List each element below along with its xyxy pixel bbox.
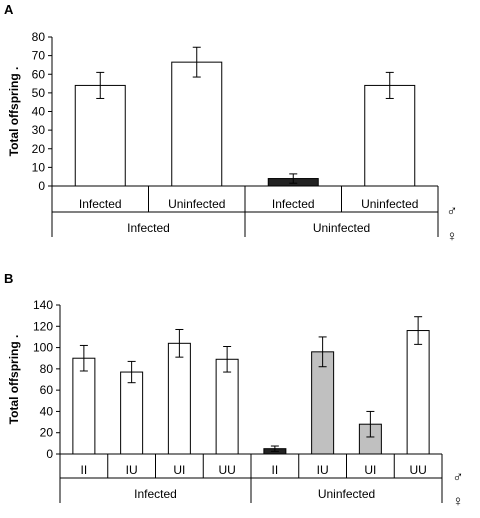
panel-b-category-label: IU: [126, 463, 138, 477]
panel-b-bar: [167, 342, 191, 455]
panel-b-female-symbol: ♀: [452, 493, 463, 510]
panel-b-y-tick-label: 100: [33, 341, 53, 355]
panel-a-bar: [171, 61, 223, 187]
panel-a-label: A: [4, 2, 14, 17]
panel-b-group-label: Uninfected: [318, 487, 375, 501]
panel-a-y-tick-label: 10: [32, 160, 46, 174]
panel-b-bar: [72, 357, 96, 455]
panel-b-group-label: Infected: [134, 487, 177, 501]
panel-b-bar: [120, 371, 144, 455]
panel-a-y-tick-label: 30: [32, 123, 46, 137]
panel-b-y-tick-label: 0: [46, 447, 53, 461]
panel-a-y-axis-label: Total offspring .: [7, 67, 21, 157]
panel-a-category-label: Uninfected: [361, 197, 418, 211]
panel-a-group-label: Infected: [127, 221, 170, 235]
panel-b-y-axis-label: Total offspring .: [7, 335, 21, 425]
panel-b-bar: [406, 330, 430, 455]
panel-b-y-tick-label: 60: [40, 383, 54, 397]
panel-b-category-label: UI: [364, 463, 376, 477]
panel-a-y-tick-label: 70: [32, 49, 46, 63]
panel-b-category-label: II: [272, 463, 279, 477]
panel-b-y-tick-label: 40: [40, 404, 54, 418]
panel-a-y-tick-label: 0: [38, 179, 45, 193]
panel-b-category-label: IU: [317, 463, 329, 477]
panel-a-category-label: Infected: [272, 197, 315, 211]
panel-a-bar: [364, 84, 416, 187]
panel-b-category-label: UU: [409, 463, 426, 477]
panel-a-female-symbol: ♀: [446, 228, 457, 245]
panel-a-male-symbol: ♂: [446, 203, 457, 220]
panel-a-y-tick-label: 40: [32, 105, 46, 119]
panel-a-y-tick-label: 60: [32, 67, 46, 81]
panel-a-category-label: Infected: [79, 197, 122, 211]
panel-a-y-tick-label: 80: [32, 30, 46, 44]
panel-a-group-label: Uninfected: [313, 221, 370, 235]
panel-b-category-label: UU: [218, 463, 235, 477]
panel-a-y-tick-label: 20: [32, 142, 46, 156]
panel-b-y-tick-label: 120: [33, 319, 53, 333]
panel-a-bar: [74, 84, 126, 187]
panel-b-y-tick-label: 20: [40, 426, 54, 440]
panel-b-label: B: [4, 271, 13, 286]
panel-b-category-label: II: [81, 463, 88, 477]
panel-b-bar: [215, 358, 239, 455]
panel-a-category-label: Uninfected: [168, 197, 225, 211]
panel-b-y-tick-label: 140: [33, 298, 53, 312]
panel-b-category-label: UI: [173, 463, 185, 477]
panel-a-y-tick-label: 50: [32, 86, 46, 100]
panel-b-y-tick-label: 80: [40, 362, 54, 376]
panel-b-male-symbol: ♂: [452, 469, 463, 486]
